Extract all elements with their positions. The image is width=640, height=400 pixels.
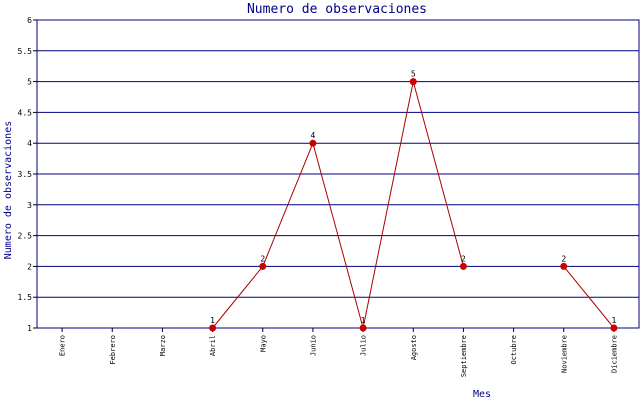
data-point <box>610 324 618 332</box>
x-tick-label: Junio <box>309 335 317 356</box>
x-tick-label: Noviembre <box>560 335 568 373</box>
series-line-segment <box>412 81 464 267</box>
y-tick-label: 4.5 <box>18 108 33 117</box>
y-ticks: 1 1.5 2 2.5 3 3.5 4 4.5 5 5.5 6 <box>18 16 37 333</box>
x-tick-label: Mayo <box>259 335 267 352</box>
data-point <box>259 262 267 270</box>
x-tick-label: Febrero <box>109 335 117 365</box>
data-point <box>209 324 217 332</box>
data-label: 2 <box>260 254 265 263</box>
grid-lines <box>37 19 639 329</box>
data-label: 1 <box>210 316 215 325</box>
x-tick-label: Julio <box>360 335 368 356</box>
data-label: 1 <box>361 316 366 325</box>
data-label: 1 <box>612 316 617 325</box>
x-tick-label: Enero <box>59 335 67 356</box>
x-axis-label: Mes <box>473 389 491 400</box>
data-point <box>560 262 568 270</box>
y-tick-label: 2.5 <box>18 232 33 241</box>
x-tick-label: Diciembre <box>610 335 618 373</box>
x-tick-label: Abril <box>209 335 217 356</box>
x-tick-label: Octubre <box>510 335 518 365</box>
series-line-segment <box>362 81 414 329</box>
series-line-segment <box>312 143 364 329</box>
data-label: 5 <box>411 70 416 79</box>
y-tick-label: 1.5 <box>18 293 33 302</box>
data-label: 2 <box>461 254 466 263</box>
y-tick-label: 4 <box>27 139 32 148</box>
series <box>209 78 618 332</box>
x-tick-label: Septiembre <box>460 335 468 377</box>
chart-title: Numero de observaciones <box>247 2 427 17</box>
data-label: 4 <box>311 131 316 140</box>
y-tick-label: 6 <box>27 16 32 25</box>
y-tick-label: 1 <box>27 324 32 333</box>
x-ticks: Enero Febrero Marzo Abril Mayo Junio Julio Agos… <box>59 328 618 377</box>
data-point <box>359 324 367 332</box>
series-line-segment <box>212 266 264 329</box>
x-tick-label: Marzo <box>159 335 167 356</box>
series-line-segment <box>262 143 314 267</box>
data-point <box>409 78 417 86</box>
data-point <box>459 262 467 270</box>
data-label: 2 <box>561 254 566 263</box>
y-tick-label: 3 <box>27 201 32 210</box>
series-line-segment <box>563 266 615 329</box>
x-tick-label: Agosto <box>410 335 418 360</box>
y-tick-label: 3.5 <box>18 170 33 179</box>
data-point <box>309 139 317 147</box>
y-tick-label: 5.5 <box>18 47 33 56</box>
y-tick-label: 2 <box>27 262 32 271</box>
y-tick-label: 5 <box>27 78 32 87</box>
data-labels: 1 2 4 1 5 2 2 1 <box>210 70 616 325</box>
y-axis-label: Numero de observaciones <box>3 121 14 259</box>
